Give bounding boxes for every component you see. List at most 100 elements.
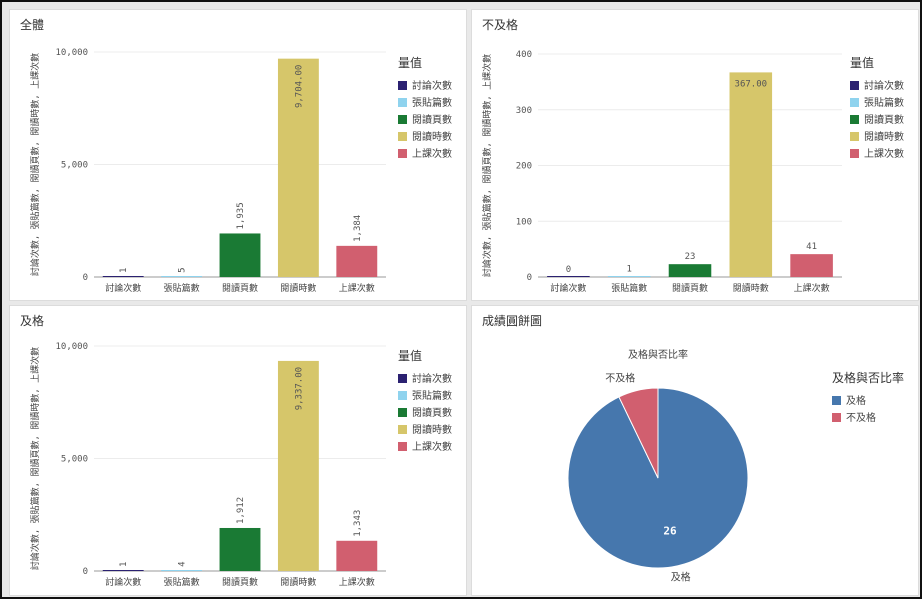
data-label: 9,704.00 (294, 65, 304, 108)
data-label: 1,343 (353, 510, 363, 537)
x-tick-label: 閱讀頁數 (672, 282, 708, 294)
y-axis-label: 討論次數, 張貼篇數, 閱讀頁數, 閱讀時數, 上課次數 (29, 347, 41, 570)
bar-chart-pass: 討論次數, 張貼篇數, 閱讀頁數, 閱讀時數, 上課次數 0 5,000 10,000… (29, 342, 452, 588)
legend-item: 上課次數 (864, 147, 904, 160)
x-tick-label: 閱讀頁數 (222, 282, 258, 294)
pie-slice (618, 387, 659, 479)
x-tick-label: 閱讀時數 (733, 282, 769, 294)
bar (336, 540, 378, 571)
data-label: 9,337.00 (294, 367, 304, 410)
legend-swatch (398, 149, 407, 158)
y-tick-label: 0 (83, 273, 88, 283)
x-tick-label: 張貼篇數 (611, 282, 647, 294)
legend-item: 張貼篇數 (864, 96, 904, 109)
bar (277, 360, 319, 571)
legend-item: 閱讀頁數 (864, 113, 904, 126)
data-label: 1,384 (353, 215, 363, 242)
legend-title: 量值 (398, 55, 422, 70)
legend-swatch (850, 98, 859, 107)
panel-title: 不及格 (482, 18, 519, 32)
y-tick-label: 300 (516, 106, 532, 116)
panel-pass-students: 及格 討論次數, 張貼篇數, 閱讀頁數, 閱讀時數, 上課次數 0 5,000 10,… (10, 306, 466, 595)
y-tick-label: 200 (516, 162, 532, 172)
bar (161, 570, 203, 571)
y-tick-label: 400 (516, 50, 532, 60)
bar (277, 58, 319, 277)
data-label: 1,935 (236, 202, 246, 229)
data-label: 5 (178, 267, 188, 272)
x-tick-label: 上課次數 (339, 576, 375, 588)
legend-swatch (832, 413, 841, 422)
legend-swatch (398, 425, 407, 434)
data-label: 1 (119, 268, 129, 273)
legend-item: 張貼篇數 (412, 389, 452, 402)
legend-item: 討論次數 (412, 372, 452, 385)
legend-item: 討論次數 (864, 79, 904, 92)
pie-outer-label: 及格 (671, 570, 691, 583)
legend-swatch (832, 396, 841, 405)
y-tick-label: 10,000 (55, 342, 88, 352)
pie-value-label: 26 (663, 525, 677, 538)
x-tick-label: 討論次數 (105, 576, 141, 588)
bar (729, 72, 773, 278)
pie-chart-title: 及格與否比率 (628, 348, 688, 361)
legend-title: 量值 (850, 55, 874, 70)
data-label: 1 (119, 562, 129, 567)
bar (790, 254, 833, 277)
bar (547, 276, 590, 277)
legend-item: 不及格 (846, 411, 876, 424)
y-tick-label: 10,000 (55, 48, 88, 58)
legend-swatch (850, 132, 859, 141)
legend-swatch (398, 442, 407, 451)
bar (102, 570, 144, 571)
legend-title: 量值 (398, 348, 422, 363)
legend-swatch (398, 374, 407, 383)
legend-item: 張貼篇數 (412, 96, 452, 109)
bar (668, 264, 712, 277)
x-tick-label: 討論次數 (550, 282, 586, 294)
y-axis-label: 討論次數, 張貼篇數, 閱讀頁數, 閱讀時數, 上課次數 (29, 53, 41, 276)
y-tick-label: 0 (83, 567, 88, 577)
legend-item: 討論次數 (412, 79, 452, 92)
legend-item: 及格 (846, 394, 866, 407)
pie-outer-label: 不及格 (605, 372, 635, 385)
y-tick-label: 5,000 (61, 161, 88, 171)
panel-all-students: 全體 討論次數, 張貼篇數, 閱讀頁數, 閱讀時數, 上課次數 0 5,000 10,… (10, 10, 466, 300)
x-tick-label: 上課次數 (794, 282, 830, 294)
data-label: 23 (685, 252, 696, 262)
x-tick-label: 討論次數 (105, 282, 141, 294)
x-tick-label: 閱讀頁數 (222, 576, 258, 588)
y-tick-label: 5,000 (61, 455, 88, 465)
y-tick-label: 0 (527, 273, 532, 283)
x-tick-label: 張貼篇數 (164, 576, 200, 588)
data-label: 1,912 (236, 497, 246, 524)
legend-item: 上課次數 (412, 440, 452, 453)
data-label: 367.00 (735, 79, 768, 89)
data-label: 4 (178, 561, 188, 566)
panel-title: 全體 (20, 18, 45, 32)
bar (102, 276, 144, 277)
bar (161, 276, 203, 277)
legend-item: 上課次數 (412, 147, 452, 160)
legend-item: 閱讀頁數 (412, 406, 452, 419)
bar (219, 527, 261, 571)
legend-title: 及格與否比率 (832, 370, 904, 385)
panel-title: 及格 (20, 314, 45, 328)
legend-item: 閱讀時數 (864, 130, 904, 143)
y-tick-label: 100 (516, 217, 532, 227)
data-label: 1 (626, 264, 631, 274)
data-label: 0 (566, 265, 571, 275)
legend-swatch (398, 408, 407, 417)
panel-fail-students: 不及格 討論次數, 張貼篇數, 閱讀頁數, 閱讀時數, 上課次數 0 100 200 3… (472, 10, 918, 300)
legend-swatch (398, 132, 407, 141)
bar (336, 245, 378, 277)
data-label: 41 (806, 242, 817, 252)
legend-swatch (850, 115, 859, 124)
legend-item: 閱讀時數 (412, 130, 452, 143)
legend-swatch (850, 149, 859, 158)
bar-chart-fail: 討論次數, 張貼篇數, 閱讀頁數, 閱讀時數, 上課次數 0 100 200 300 40… (481, 50, 904, 294)
panel-grade-pie: 成績圓餅圖 及格與否比率 及格 26 不及格 及格與否比率 及格 不及格 (472, 306, 918, 595)
legend-swatch (398, 81, 407, 90)
